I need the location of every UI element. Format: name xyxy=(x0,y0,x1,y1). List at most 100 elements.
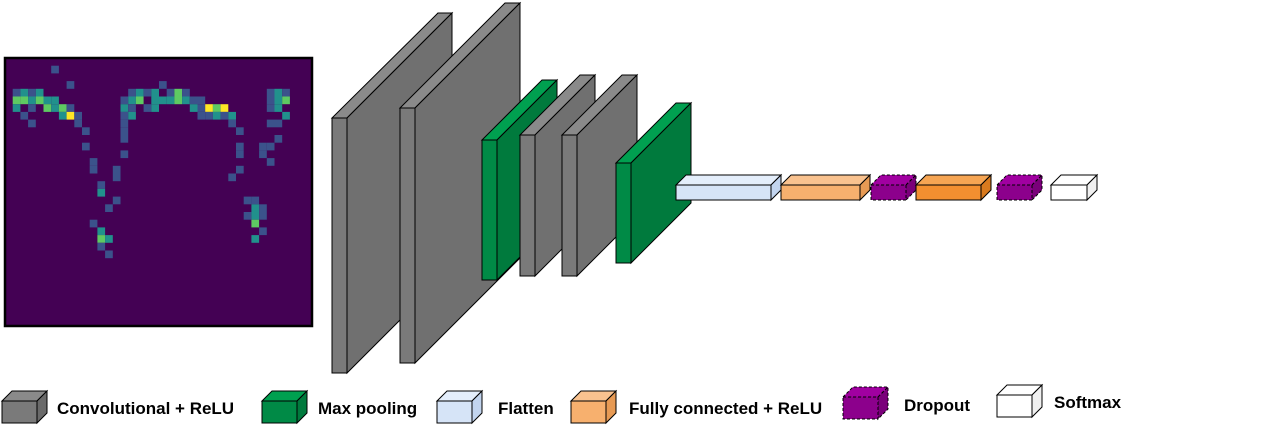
heatmap-cell xyxy=(89,165,98,174)
heatmap-cell xyxy=(51,96,59,105)
heatmap-cell xyxy=(43,96,52,105)
heatmap-cell xyxy=(274,96,283,105)
heatmap-cell xyxy=(89,219,98,228)
flatten-layer xyxy=(674,173,783,202)
heatmap-cell xyxy=(135,96,144,105)
legend-label-dropout: Dropout xyxy=(904,396,970,415)
heatmap-cell xyxy=(120,119,129,128)
heatmap-cell xyxy=(251,204,260,212)
heatmap-cell xyxy=(66,81,75,89)
pool-layer-1-front xyxy=(481,139,498,281)
heatmap-cell xyxy=(243,212,252,220)
heatmap-cell xyxy=(174,96,183,105)
heatmap-cell xyxy=(82,127,90,135)
legend-item-conv: Convolutional + ReLU xyxy=(0,389,234,425)
heatmap-cell xyxy=(105,250,113,259)
heatmap-cell xyxy=(43,104,52,112)
heatmap-cell xyxy=(74,119,82,128)
heatmap-cell xyxy=(51,104,59,112)
conv-layer-3-front xyxy=(519,134,536,277)
flatten-swatch-icon xyxy=(435,389,484,425)
heatmap-cell xyxy=(228,173,236,182)
heatmap-cell xyxy=(82,142,90,151)
heatmap-cell xyxy=(251,235,260,243)
heatmap-cell xyxy=(282,88,290,97)
heatmap-cell xyxy=(135,88,144,97)
heatmap-cell xyxy=(128,104,136,112)
heatmap-cell xyxy=(28,119,36,128)
heatmap-cell xyxy=(189,96,198,105)
heatmap-cell xyxy=(97,181,106,189)
heatmap-cell xyxy=(236,165,244,174)
heatmap-cell xyxy=(35,88,44,97)
heatmap-cell xyxy=(236,127,244,135)
heatmap-cell xyxy=(274,119,283,128)
softmax-layer-front xyxy=(1050,184,1088,201)
heatmap-cell xyxy=(97,188,106,197)
network-layers xyxy=(330,1,1099,375)
legend-label-conv: Convolutional + ReLU xyxy=(57,399,234,418)
dropout-layer-2-front xyxy=(996,184,1033,201)
heatmap-cell xyxy=(212,104,221,112)
fc-layer-2-front xyxy=(915,184,982,201)
heatmap-cell xyxy=(282,111,290,120)
legend-item-dropout: Dropout xyxy=(841,385,970,421)
conv-layer-2-front xyxy=(399,107,416,364)
dropout-layer-2 xyxy=(995,173,1044,202)
heatmap-cell xyxy=(97,227,106,236)
heatmap-cells xyxy=(12,65,290,259)
heatmap-cell xyxy=(120,111,129,120)
heatmap-cell xyxy=(182,96,190,105)
legend-item-softmax: Softmax xyxy=(995,383,1122,419)
heatmap-cell xyxy=(228,111,236,120)
legend-item-pool: Max pooling xyxy=(260,389,417,425)
heatmap-cell xyxy=(197,111,206,120)
legend-item-fc: Fully connected + ReLU xyxy=(569,389,822,425)
fc-layer-2-top xyxy=(914,174,993,186)
heatmap-cell xyxy=(251,212,260,220)
heatmap-cell xyxy=(12,104,21,112)
heatmap-cell xyxy=(205,111,213,120)
heatmap-cell xyxy=(266,158,275,166)
dropout-layer-1-top xyxy=(869,174,918,186)
heatmap-cell xyxy=(97,242,106,251)
pool-swatch-icon xyxy=(260,389,309,425)
input-heatmap xyxy=(3,56,314,328)
dropout-layer-1 xyxy=(869,173,918,202)
heatmap-cell xyxy=(151,104,159,112)
dropout-swatch-icon xyxy=(841,385,890,421)
heatmap-cell xyxy=(74,111,82,120)
heatmap-cell xyxy=(105,235,113,243)
heatmap-cell xyxy=(282,96,290,105)
conv-swatch-icon xyxy=(0,389,49,425)
heatmap-cell xyxy=(35,96,44,105)
heatmap-cell xyxy=(159,96,167,105)
heatmap-cell xyxy=(120,150,129,159)
legend-item-flatten: Flatten xyxy=(435,389,554,425)
flatten-layer-front xyxy=(675,184,772,201)
heatmap-cell xyxy=(166,88,175,97)
heatmap-cell xyxy=(128,111,136,120)
heatmap-cell xyxy=(266,104,275,112)
heatmap-cell xyxy=(266,96,275,105)
heatmap-cell xyxy=(112,165,121,174)
fc-layer-1-front xyxy=(780,184,861,201)
heatmap-cell xyxy=(151,88,159,97)
flatten-layer-top xyxy=(674,174,783,186)
conv-layer-1-front xyxy=(331,117,348,374)
fc-layer-2 xyxy=(914,173,993,202)
heatmap-cell xyxy=(259,227,267,236)
heatmap-cell xyxy=(120,104,129,112)
heatmap-cell xyxy=(228,119,236,128)
legend: Convolutional + ReLU Max pooling Flatten xyxy=(0,383,1122,425)
fc-layer-1-top xyxy=(779,174,872,186)
legend-label-fc: Fully connected + ReLU xyxy=(629,399,822,418)
fc-layer-1 xyxy=(779,173,872,202)
heatmap-cell xyxy=(128,96,136,105)
heatmap-cell xyxy=(159,81,167,89)
heatmap-border xyxy=(3,56,314,328)
heatmap-cell xyxy=(105,204,113,212)
heatmap-cell xyxy=(28,96,36,105)
dropout-layer-2-top xyxy=(995,174,1044,186)
heatmap-cell xyxy=(236,150,244,159)
